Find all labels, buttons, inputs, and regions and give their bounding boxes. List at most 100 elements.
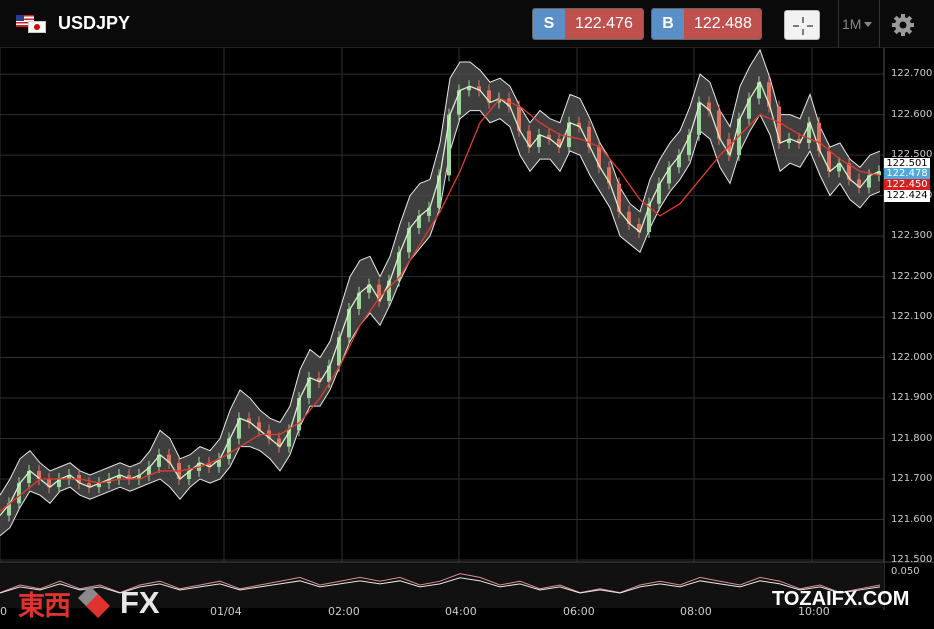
crosshair-button[interactable] [784, 10, 820, 40]
candle [357, 292, 361, 309]
candle [117, 474, 121, 480]
candle [427, 207, 431, 216]
logo: 東西 FX [18, 583, 160, 623]
x-tick-label: 04:00 [445, 605, 477, 618]
logo-kanji: 東西 [18, 590, 71, 622]
bollinger-band [0, 49, 880, 536]
price-tag: 122.424 [884, 190, 930, 202]
sell-tag: S [533, 9, 565, 39]
candle [397, 252, 401, 281]
candle [737, 118, 741, 156]
candle [837, 163, 841, 172]
candle [557, 138, 561, 148]
y-tick-label: 122.600 [891, 108, 933, 120]
candle [137, 474, 141, 480]
y-tick-label: 122.100 [891, 311, 933, 323]
y-tick-label: 121.900 [891, 392, 933, 404]
candle [257, 422, 261, 431]
candle [827, 151, 831, 172]
candle [407, 228, 411, 253]
timeframe-label: 1M [842, 16, 862, 32]
candle [537, 134, 541, 148]
y-tick-label: 122.300 [891, 230, 933, 242]
x-tick-label: 02:00 [328, 605, 360, 618]
toolbar: USDJPY S 122.476 B 122.488 1M [0, 0, 934, 48]
y-tick-label: 121.700 [891, 473, 933, 485]
candle [147, 466, 151, 475]
candle [647, 203, 651, 233]
band-upper-line [0, 48, 881, 496]
candle [47, 479, 51, 488]
candle [387, 280, 391, 301]
candle [17, 483, 21, 504]
y-tick-label: 122.200 [891, 270, 933, 282]
candle [657, 183, 661, 204]
candle [727, 138, 731, 156]
candle [157, 454, 161, 467]
candle [797, 138, 801, 143]
candle [247, 418, 251, 423]
candle [67, 474, 71, 480]
y-tick-label: 121.800 [891, 432, 933, 444]
x-tick-label: 06:00 [563, 605, 595, 618]
candle [707, 102, 711, 111]
candle [857, 179, 861, 188]
candle [337, 337, 341, 366]
candle [7, 503, 11, 516]
candle [217, 458, 221, 467]
candle [567, 122, 571, 148]
candle [817, 122, 821, 152]
candle [637, 223, 641, 233]
crosshair-icon [793, 17, 813, 35]
candle [807, 122, 811, 143]
timeframe-select[interactable]: 1M [842, 16, 873, 32]
price-tag: 122.478 [884, 168, 930, 180]
candle [227, 438, 231, 459]
buy-button[interactable]: B 122.488 [651, 8, 762, 40]
candle [417, 215, 421, 228]
candle [377, 284, 381, 301]
candle [187, 470, 191, 480]
sell-button[interactable]: S 122.476 [532, 8, 644, 40]
candle [617, 183, 621, 212]
candle [207, 462, 211, 467]
candle [687, 134, 691, 156]
candle [327, 365, 331, 382]
x-tick-label: 08:00 [680, 605, 712, 618]
candle [437, 175, 441, 208]
candle [527, 130, 531, 148]
watermark: TOZAIFX.COM [772, 588, 910, 610]
candle [577, 122, 581, 127]
jp-flag-icon [28, 21, 46, 33]
candle [517, 106, 521, 131]
candle [867, 175, 871, 188]
candle [127, 474, 131, 480]
candle [457, 90, 461, 115]
candle [717, 110, 721, 139]
candle [57, 479, 61, 488]
symbol-label[interactable]: USDJPY [58, 13, 131, 33]
price-chart[interactable]: 122.700122.600122.500122.400122.300122.2… [0, 48, 934, 629]
candle [97, 483, 101, 488]
candle [757, 82, 761, 99]
candle [297, 398, 301, 431]
gear-icon[interactable] [890, 12, 916, 38]
logo-fx: FX [120, 585, 160, 620]
candle [677, 155, 681, 168]
candle [627, 211, 631, 224]
diamond-logo-icon [78, 586, 110, 618]
candle [87, 483, 91, 488]
candle [277, 438, 281, 447]
currency-flags [16, 15, 46, 33]
candle [697, 102, 701, 135]
y-tick-label: 122.000 [891, 351, 933, 363]
oscillator-label: 0.050 [891, 566, 920, 577]
candle [587, 126, 591, 148]
candle [307, 377, 311, 399]
buy-tag: B [652, 9, 684, 39]
candle [467, 86, 471, 91]
price-tag: 122.450 [884, 179, 930, 191]
toolbar-divider [879, 0, 880, 48]
chart-canvas[interactable] [0, 48, 934, 629]
x-tick-label: 01/04 [210, 605, 242, 618]
